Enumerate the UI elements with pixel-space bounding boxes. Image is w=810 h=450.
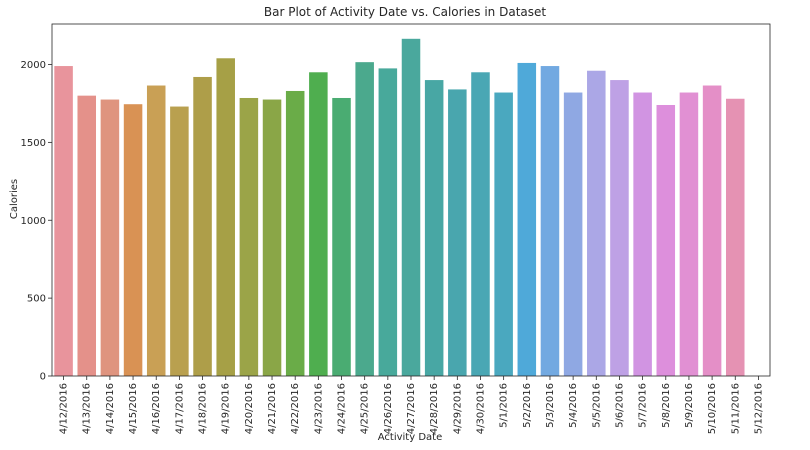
y-tick-label: 0 (40, 372, 46, 383)
x-tick-label: 4/26/2016 (383, 383, 394, 434)
x-tick-label: 4/14/2016 (105, 383, 116, 434)
bar (170, 106, 189, 377)
x-tick-label: 4/28/2016 (429, 383, 440, 434)
x-tick-label: 4/29/2016 (452, 383, 463, 434)
x-ticks-group: 4/12/2016 4/13/2016 4/14/2016 4/15/2016 4/16… (59, 376, 764, 434)
bar (471, 72, 490, 376)
x-tick-label: 5/1/2016 (499, 383, 510, 428)
x-tick-label: 5/5/2016 (591, 383, 602, 428)
bar (679, 92, 699, 376)
y-tick-label: 500 (27, 294, 46, 305)
x-tick-label: 4/30/2016 (475, 383, 486, 434)
bar (332, 97, 351, 376)
y-axis-label: Calories (9, 179, 20, 219)
bar (193, 76, 212, 377)
x-tick-label: 5/7/2016 (638, 383, 649, 428)
bar (216, 58, 235, 377)
bar (448, 89, 467, 377)
bars-group (54, 38, 745, 377)
x-tick-label: 4/24/2016 (337, 383, 348, 434)
bar (77, 95, 97, 377)
bar (563, 92, 583, 376)
x-tick-label: 4/16/2016 (151, 383, 162, 434)
x-tick-label: 4/19/2016 (221, 383, 232, 434)
bar (540, 66, 560, 377)
bar (355, 62, 374, 376)
bar (725, 98, 745, 376)
bar (378, 68, 398, 376)
x-tick-label: 4/20/2016 (244, 383, 255, 434)
bar (702, 85, 722, 377)
x-tick-label: 5/12/2016 (753, 383, 764, 434)
x-tick-label: 5/3/2016 (545, 383, 556, 428)
bar (285, 90, 305, 376)
bar (424, 80, 444, 376)
bar (239, 97, 259, 376)
x-tick-label: 5/8/2016 (661, 383, 672, 428)
x-tick-label: 5/11/2016 (730, 383, 741, 434)
bar (401, 38, 421, 377)
x-tick-label: 4/23/2016 (313, 383, 324, 434)
bar (309, 72, 328, 376)
x-tick-label: 4/27/2016 (406, 383, 417, 434)
bar (656, 104, 676, 377)
x-tick-label: 5/10/2016 (707, 383, 718, 434)
bar (262, 99, 282, 376)
x-axis-label: Activity Date (378, 432, 442, 443)
y-tick-label: 1000 (21, 216, 46, 227)
x-tick-label: 5/4/2016 (568, 383, 579, 428)
x-tick-label: 4/13/2016 (82, 383, 93, 434)
x-tick-label: 4/17/2016 (174, 383, 185, 434)
x-tick-label: 5/9/2016 (684, 383, 695, 428)
x-tick-label: 5/2/2016 (522, 383, 533, 428)
y-ticks-group: 0 500 1000 1500 2000 (21, 60, 52, 383)
x-tick-label: 4/21/2016 (267, 383, 278, 434)
x-tick-label: 4/18/2016 (198, 383, 209, 434)
bar (123, 104, 143, 377)
bar (494, 92, 513, 376)
bar (146, 85, 166, 377)
bar (587, 70, 606, 376)
bar (633, 92, 652, 376)
chart-title: Bar Plot of Activity Date vs. Calories i… (264, 5, 546, 19)
plot-frame (51, 23, 771, 377)
y-tick-label: 2000 (21, 60, 46, 71)
bar (517, 62, 537, 376)
x-tick-label: 4/12/2016 (59, 383, 70, 434)
x-tick-label: 4/22/2016 (290, 383, 301, 434)
x-tick-label: 4/25/2016 (360, 383, 371, 434)
bar (610, 80, 629, 376)
bar (100, 99, 120, 376)
x-tick-label: 4/15/2016 (128, 383, 139, 434)
x-tick-label: 5/6/2016 (614, 383, 625, 428)
bar (54, 66, 73, 377)
y-tick-label: 1500 (21, 138, 46, 149)
